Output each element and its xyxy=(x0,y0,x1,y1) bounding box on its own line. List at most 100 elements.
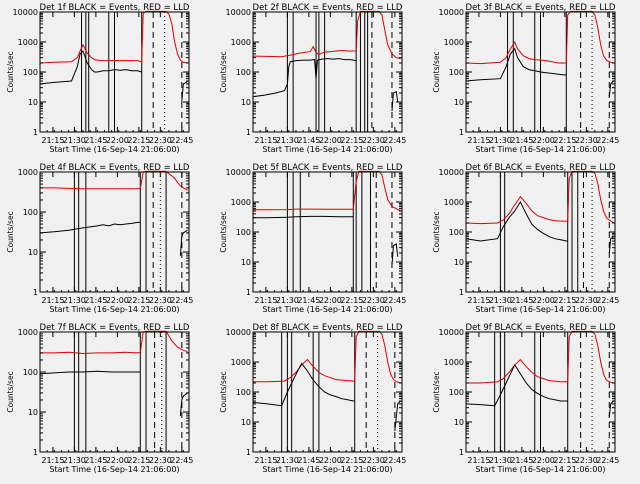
series-events-line xyxy=(391,90,399,112)
y-tick-label: 10000 xyxy=(13,8,38,17)
x-tick-label: 22:15 xyxy=(340,456,363,465)
series-events-line xyxy=(253,58,357,98)
series-events-line xyxy=(394,400,401,432)
series-events-line xyxy=(391,243,399,265)
x-tick-label: 21:30 xyxy=(276,136,299,145)
x-tick-label: 21:45 xyxy=(84,296,107,305)
x-tick-label: 22:45 xyxy=(383,136,406,145)
panel-det-3: 1 10 100 1000 10000 21:1521:3021:4522:0022:15… xyxy=(432,3,619,154)
y-tick-label: 10 xyxy=(454,98,464,107)
y-tick-label: 1 xyxy=(459,448,464,457)
series-lld-line xyxy=(466,10,614,65)
x-tick-label: 21:45 xyxy=(510,456,533,465)
x-tick-label: 21:15 xyxy=(254,296,277,305)
x-tick-label: 21:30 xyxy=(276,456,299,465)
x-tick-label: 21:15 xyxy=(254,136,277,145)
y-tick-label: 1 xyxy=(459,288,464,297)
x-tick-label: 22:45 xyxy=(596,296,619,305)
series-events-line xyxy=(608,80,614,97)
y-tick-label: 100 xyxy=(449,68,464,77)
series-lld-line xyxy=(253,330,401,384)
x-axis-label: Start Time (16-Sep-14 21:06:00) xyxy=(49,305,179,314)
x-tick-label: 22:30 xyxy=(362,456,385,465)
y-tick-label: 10000 xyxy=(226,328,251,337)
y-tick-label: 10 xyxy=(241,418,251,427)
series-lld-line xyxy=(466,330,614,384)
y-tick-label: 10 xyxy=(241,258,251,267)
y-tick-label: 10 xyxy=(241,98,251,107)
panel-det-5: 1 10 100 1000 10000 21:1521:3021:4522:0022:15… xyxy=(219,163,406,314)
axes-frame xyxy=(252,331,403,453)
series-events-line xyxy=(40,370,141,375)
y-axis-label: Counts/sec xyxy=(219,211,228,252)
y-tick-label: 1000 xyxy=(231,358,251,367)
x-tick-label: 21:30 xyxy=(63,136,86,145)
x-tick-label: 22:15 xyxy=(553,456,576,465)
panel-det-7: 1 10 100 1000 21:1521:3021:4522:0022:1522:30… xyxy=(6,323,193,474)
panel-title: Det 4f BLACK = Events, RED = LLD xyxy=(40,163,190,173)
x-tick-label: 21:15 xyxy=(41,296,64,305)
y-tick-label: 1000 xyxy=(444,38,464,47)
series-lld-line xyxy=(40,170,188,191)
x-tick-label: 21:45 xyxy=(84,456,107,465)
y-tick-label: 10 xyxy=(454,258,464,267)
series-events-line xyxy=(466,363,568,407)
x-tick-label: 21:30 xyxy=(489,456,512,465)
y-tick-label: 10000 xyxy=(439,168,464,177)
x-tick-label: 22:00 xyxy=(106,136,129,145)
panel-title: Det 6f BLACK = Events, RED = LLD xyxy=(466,163,616,173)
y-tick-label: 10000 xyxy=(226,168,251,177)
series-lld-line xyxy=(40,10,188,64)
plot-area xyxy=(253,170,401,292)
y-axis-label: Counts/sec xyxy=(6,51,15,92)
x-tick-label: 21:45 xyxy=(297,456,320,465)
series-events-line xyxy=(608,236,614,254)
series-events-line xyxy=(179,229,188,256)
panel-title: Det 8f BLACK = Events, RED = LLD xyxy=(253,323,403,333)
x-tick-label: 22:30 xyxy=(575,136,598,145)
y-tick-label: 100 xyxy=(449,388,464,397)
x-tick-label: 22:00 xyxy=(532,136,555,145)
x-axis-label: Start Time (16-Sep-14 21:06:00) xyxy=(475,465,605,474)
y-tick-label: 1000 xyxy=(231,38,251,47)
panel-det-6: 1 10 100 1000 10000 21:1521:3021:4522:0022:15… xyxy=(432,163,619,314)
y-tick-label: 1000 xyxy=(444,198,464,207)
y-tick-label: 10 xyxy=(28,248,38,257)
panel-det-9: 1 10 100 1000 10000 21:1521:3021:4522:0022:15… xyxy=(432,323,619,474)
x-tick-label: 21:45 xyxy=(510,296,533,305)
series-events-line xyxy=(466,47,567,82)
y-tick-label: 1 xyxy=(33,448,38,457)
y-tick-label: 100 xyxy=(23,368,38,377)
panel-det-4: 1 10 100 1000 21:1521:3021:4522:0022:1522:30… xyxy=(6,163,193,314)
plot-area xyxy=(466,330,614,452)
panel-title: Det 3f BLACK = Events, RED = LLD xyxy=(466,3,616,13)
y-tick-label: 1 xyxy=(246,128,251,137)
series-events-line xyxy=(181,80,188,103)
y-tick-label: 100 xyxy=(449,228,464,237)
x-tick-label: 22:45 xyxy=(596,136,619,145)
x-tick-label: 22:30 xyxy=(575,456,598,465)
x-axis-label: Start Time (16-Sep-14 21:06:00) xyxy=(262,305,392,314)
x-tick-label: 21:45 xyxy=(84,136,107,145)
x-tick-label: 22:00 xyxy=(319,296,342,305)
plot-area xyxy=(40,170,188,292)
plot-area xyxy=(253,330,401,452)
series-events-line xyxy=(608,400,614,417)
y-axis-label: Counts/sec xyxy=(6,371,15,412)
x-tick-label: 22:15 xyxy=(340,136,363,145)
series-events-line xyxy=(40,50,142,85)
x-tick-label: 21:15 xyxy=(467,456,490,465)
y-tick-label: 1000 xyxy=(231,198,251,207)
x-tick-label: 21:15 xyxy=(467,296,490,305)
y-tick-label: 10000 xyxy=(226,8,251,17)
axes-frame xyxy=(39,171,190,293)
x-tick-label: 22:15 xyxy=(127,136,150,145)
x-tick-label: 22:15 xyxy=(553,136,576,145)
y-axis-label: Counts/sec xyxy=(432,211,441,252)
x-tick-label: 21:45 xyxy=(510,136,533,145)
y-tick-label: 1000 xyxy=(18,168,38,177)
series-lld-line xyxy=(466,170,614,225)
series-lld-line xyxy=(40,330,188,355)
x-tick-label: 21:45 xyxy=(297,136,320,145)
